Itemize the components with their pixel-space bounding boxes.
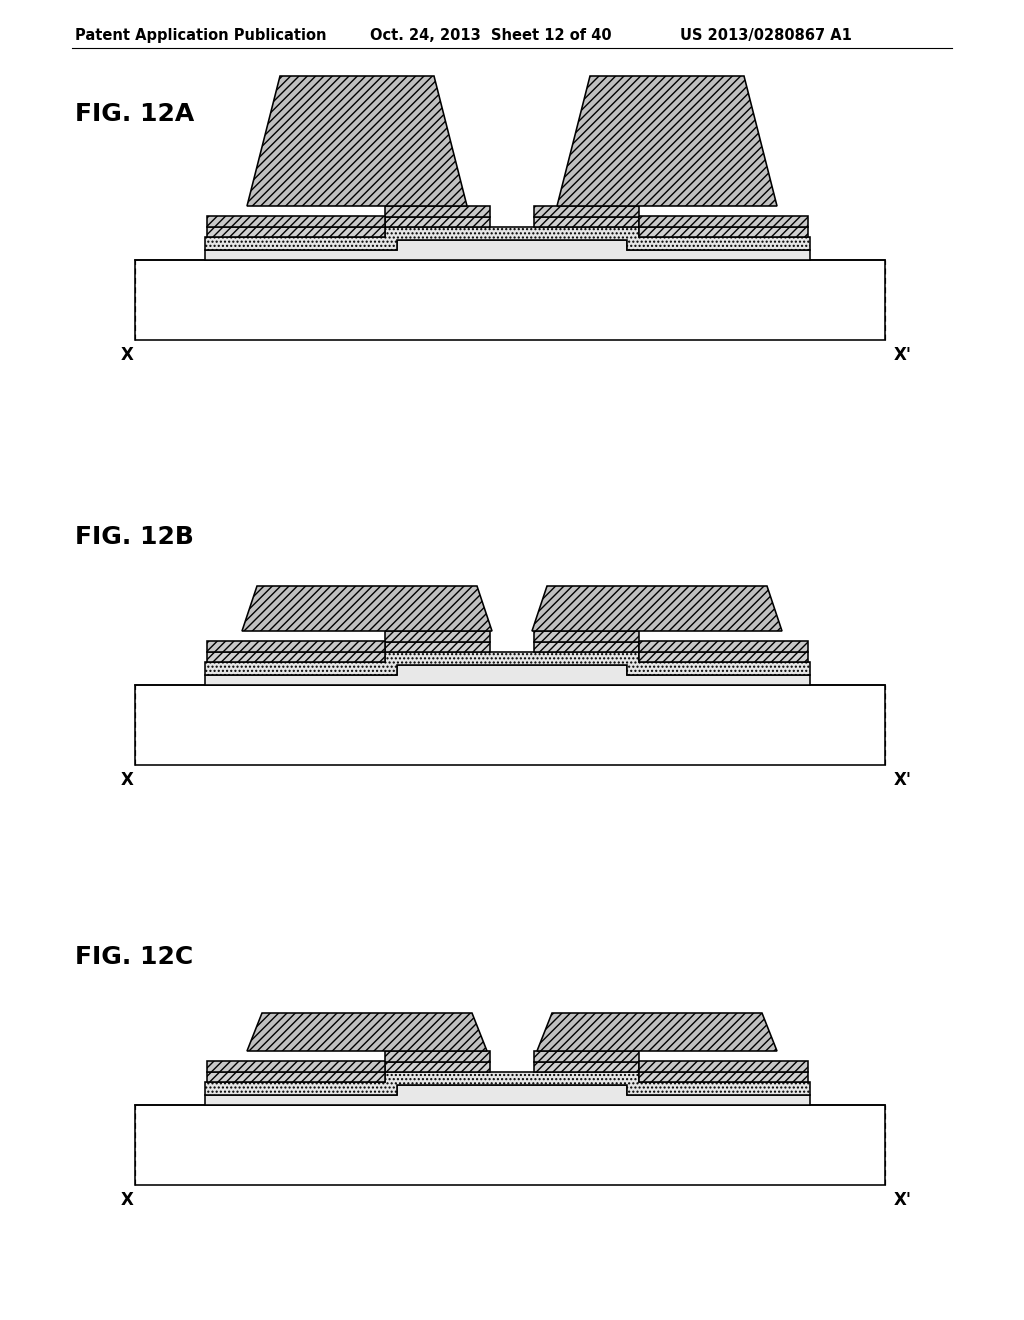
Polygon shape (205, 1072, 810, 1096)
Polygon shape (537, 1012, 777, 1051)
Polygon shape (205, 227, 810, 249)
Polygon shape (205, 665, 810, 685)
Polygon shape (242, 586, 492, 631)
Text: X: X (121, 771, 133, 789)
Polygon shape (534, 1063, 808, 1082)
Bar (135, 685, 885, 766)
Polygon shape (207, 631, 490, 652)
Polygon shape (534, 206, 808, 227)
Polygon shape (207, 206, 490, 227)
Polygon shape (247, 1012, 487, 1051)
Polygon shape (534, 642, 808, 663)
Polygon shape (207, 642, 490, 663)
Polygon shape (207, 1063, 490, 1082)
Text: US 2013/0280867 A1: US 2013/0280867 A1 (680, 28, 852, 44)
Polygon shape (394, 675, 630, 685)
Polygon shape (247, 77, 467, 206)
Text: FIG. 12B: FIG. 12B (75, 525, 194, 549)
Text: X': X' (894, 1191, 912, 1209)
Text: X: X (121, 1191, 133, 1209)
Polygon shape (394, 249, 630, 260)
Polygon shape (207, 216, 490, 238)
Text: FIG. 12A: FIG. 12A (75, 102, 195, 125)
Text: Oct. 24, 2013  Sheet 12 of 40: Oct. 24, 2013 Sheet 12 of 40 (370, 28, 611, 44)
Polygon shape (207, 1051, 490, 1072)
Polygon shape (205, 652, 810, 675)
Polygon shape (534, 631, 808, 652)
Bar (135, 1105, 885, 1185)
Polygon shape (205, 1085, 810, 1105)
Polygon shape (534, 1051, 808, 1072)
Text: X': X' (894, 346, 912, 364)
Text: X': X' (894, 771, 912, 789)
Polygon shape (394, 1096, 630, 1105)
Polygon shape (557, 77, 777, 206)
Text: X: X (121, 346, 133, 364)
Bar (135, 260, 885, 341)
Polygon shape (534, 216, 808, 238)
Polygon shape (205, 240, 810, 260)
Polygon shape (532, 586, 782, 631)
Text: FIG. 12C: FIG. 12C (75, 945, 194, 969)
Text: Patent Application Publication: Patent Application Publication (75, 28, 327, 44)
